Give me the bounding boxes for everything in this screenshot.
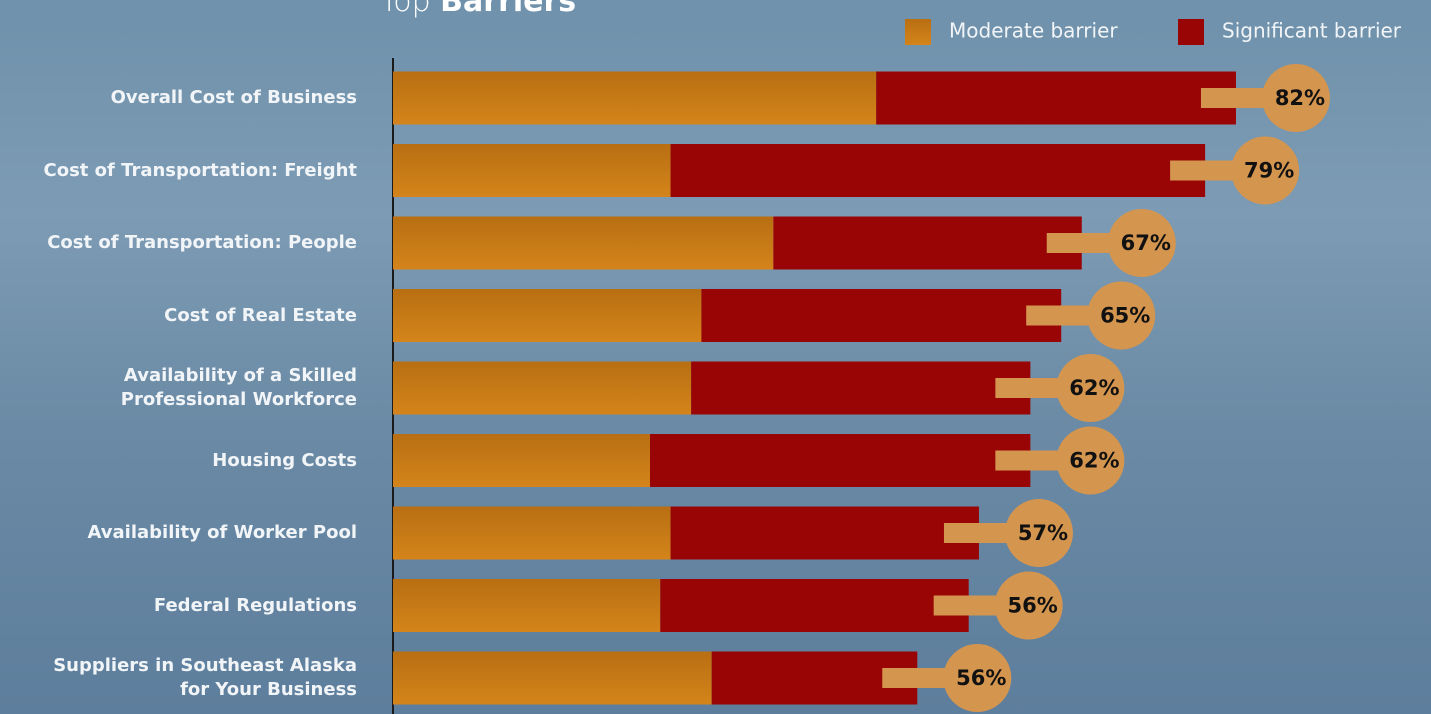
legend-swatch: [905, 19, 931, 45]
total-label: 62%: [1069, 376, 1119, 400]
total-badge: [1087, 281, 1156, 350]
total-label: 56%: [1008, 594, 1058, 618]
bar-segment: [701, 289, 1062, 342]
chart-title: Top Barriers: [380, 0, 576, 19]
total-label: 65%: [1100, 304, 1150, 328]
legend-swatch: [1178, 19, 1204, 45]
total-label: 67%: [1121, 231, 1171, 255]
total-label: 56%: [956, 666, 1006, 690]
bar-segment: [393, 71, 877, 125]
category-label: Cost of Transportation: People: [47, 232, 357, 253]
category-label: Availability of Worker Pool: [87, 522, 357, 543]
bar-segment: [670, 506, 979, 560]
bar-segment: [691, 361, 1031, 415]
category-label: Housing Costs: [212, 449, 357, 471]
total-badge: [943, 644, 1012, 712]
bar-segment: [773, 216, 1082, 270]
bar-segment: [660, 579, 969, 632]
title-bold: Barriers: [440, 0, 576, 19]
legend-label: Significant barrier: [1222, 19, 1402, 43]
total-label: 57%: [1018, 521, 1068, 545]
bar-segment: [393, 506, 671, 560]
bar-segment: [393, 216, 774, 270]
total-label: 79%: [1244, 159, 1294, 183]
legend-label: Moderate barrier: [949, 19, 1118, 43]
title-light: Top: [380, 0, 431, 19]
total-badge: [1261, 64, 1330, 132]
total-badge: [1231, 136, 1300, 205]
total-badge: [1107, 209, 1176, 277]
bar-segment: [876, 71, 1236, 125]
total-badge: [1004, 499, 1073, 567]
category-label: Suppliers in Southeast Alaska for Your B…: [53, 655, 357, 700]
bar-segment: [650, 434, 1031, 487]
category-label: Federal Regulations: [153, 594, 357, 616]
bar-segment: [393, 434, 650, 487]
total-badge: [994, 571, 1063, 640]
bar-segment: [393, 579, 661, 632]
total-label: 82%: [1275, 86, 1325, 110]
total-badge: [1056, 426, 1125, 495]
total-label: 62%: [1069, 449, 1119, 473]
bar-segment: [393, 651, 712, 705]
bar-segment: [393, 361, 692, 415]
total-badge: [1056, 354, 1125, 422]
category-label: Overall Cost of Business: [110, 87, 357, 108]
category-label: Cost of Transportation: Freight: [43, 159, 357, 181]
bar-segment: [393, 144, 671, 197]
bar-segment: [670, 144, 1206, 197]
bar-segment: [393, 289, 702, 342]
category-label: Cost of Real Estate: [164, 304, 357, 326]
category-label: Availability of a Skilled Professional W…: [120, 365, 357, 410]
